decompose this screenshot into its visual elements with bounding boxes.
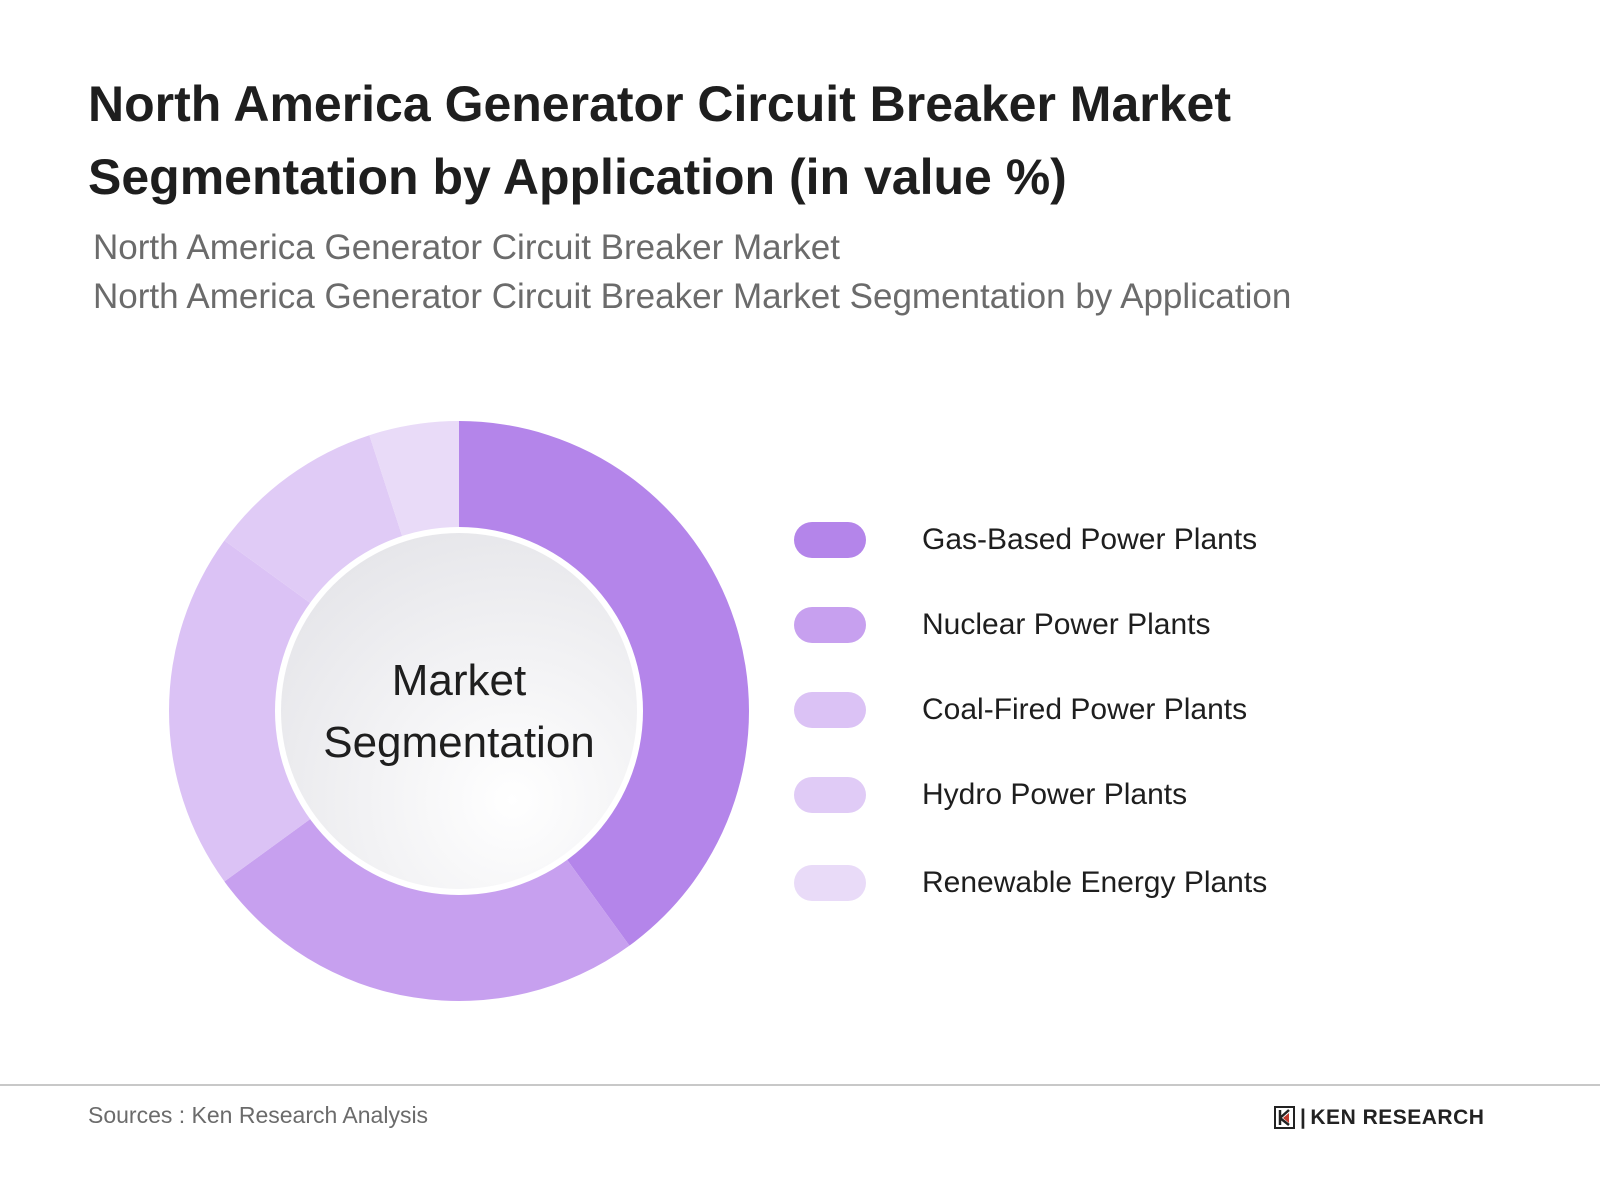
legend-label: Nuclear Power Plants <box>922 608 1211 641</box>
legend-label: Coal-Fired Power Plants <box>922 693 1248 726</box>
subtitle-segmentation: North America Generator Circuit Breaker … <box>93 277 1292 316</box>
legend-swatch <box>794 777 866 813</box>
ken-logo-icon <box>1274 1106 1295 1129</box>
legend-item: Renewable Energy Plants <box>794 865 1267 901</box>
legend-swatch <box>794 692 866 728</box>
footer-divider <box>0 1084 1600 1086</box>
donut-slice-coal-fired-power-plants <box>169 540 314 882</box>
logo-separator: | <box>1300 1106 1307 1129</box>
legend-swatch <box>794 607 866 643</box>
ken-research-logo: | KEN RESEARCH <box>1274 1106 1484 1130</box>
donut-slice-nuclear-power-plants <box>224 816 630 1001</box>
donut-slice-hydro-power-plants <box>224 435 404 606</box>
legend-item: Coal-Fired Power Plants <box>794 692 1247 728</box>
donut-chart <box>169 421 749 1001</box>
legend-item: Gas-Based Power Plants <box>794 522 1257 558</box>
logo-text: KEN RESEARCH <box>1310 1106 1485 1129</box>
donut-slice-gas-based-power-plants <box>459 421 749 946</box>
donut-center <box>281 533 637 889</box>
legend-label: Renewable Energy Plants <box>922 866 1268 899</box>
chart-title: North America Generator Circuit Breaker … <box>88 76 1231 205</box>
legend-item: Nuclear Power Plants <box>794 607 1210 643</box>
legend-item: Hydro Power Plants <box>794 777 1187 813</box>
legend-label: Gas-Based Power Plants <box>922 523 1258 556</box>
donut-slice-renewable-energy-plants <box>369 421 459 540</box>
legend-swatch <box>794 865 866 901</box>
legend-swatch <box>794 522 866 558</box>
legend-label: Hydro Power Plants <box>922 778 1188 811</box>
source-note: Sources : Ken Research Analysis <box>88 1102 429 1128</box>
center-label: Market Segmentation <box>309 650 609 774</box>
center-label-line-2: Segmentation <box>323 718 595 767</box>
center-label-line-1: Market <box>391 656 527 705</box>
subtitle-market: North America Generator Circuit Breaker … <box>93 228 840 267</box>
